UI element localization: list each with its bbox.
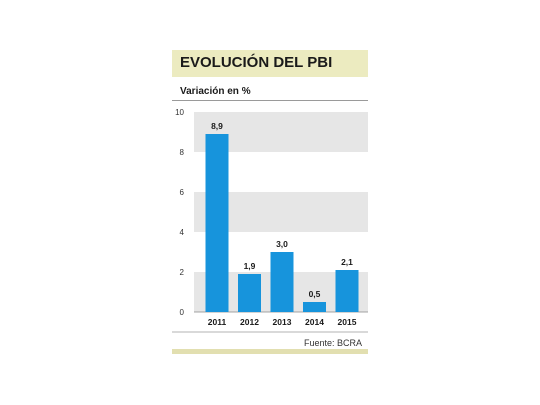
source-note: Fuente: BCRA — [303, 338, 362, 348]
x-tick-label-2013: 2013 — [273, 317, 292, 327]
y-tick-label: 8 — [180, 148, 185, 157]
y-tick-label: 2 — [180, 268, 185, 277]
subtitle-rule — [172, 100, 368, 101]
data-label-2015: 2,1 — [341, 257, 353, 267]
y-tick-label: 6 — [180, 188, 185, 197]
bar-2015 — [335, 270, 359, 312]
bar-2011 — [205, 134, 229, 312]
bottom-band — [172, 349, 368, 354]
bar-2012 — [238, 274, 261, 312]
data-label-2012: 1,9 — [244, 261, 256, 271]
data-label-2014: 0,5 — [309, 289, 321, 299]
x-tick-label-2011: 2011 — [208, 317, 227, 327]
y-tick-label: 4 — [180, 228, 185, 237]
data-label-2013: 3,0 — [276, 239, 288, 249]
data-label-2011: 8,9 — [211, 121, 223, 131]
title-band: EVOLUCIÓN DEL PBI — [172, 50, 368, 77]
x-tick-label-2014: 2014 — [305, 317, 324, 327]
chart-subtitle: Variación en % — [180, 86, 251, 97]
bar-2014 — [303, 302, 326, 312]
chart-title: EVOLUCIÓN DEL PBI — [180, 54, 333, 71]
bar-2013 — [270, 252, 294, 312]
y-tick-label: 0 — [180, 308, 185, 317]
x-tick-label-2015: 2015 — [338, 317, 357, 327]
x-tick-label-2012: 2012 — [240, 317, 259, 327]
chart-card: EVOLUCIÓN DEL PBI Variación en % 0 2 4 6 8 10… — [172, 50, 368, 355]
bar-chart: 0 2 4 6 8 10 8,9 2011 1,9 2012 3,0 2013 0,5 2014 2,1 20… — [172, 108, 368, 333]
y-tick-label: 10 — [175, 108, 184, 117]
